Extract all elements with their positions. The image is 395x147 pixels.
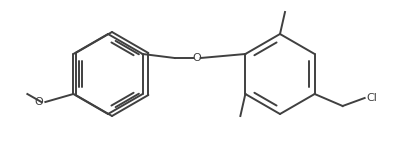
Text: Cl: Cl (367, 93, 378, 103)
Text: O: O (35, 97, 43, 107)
Text: O: O (192, 53, 201, 63)
